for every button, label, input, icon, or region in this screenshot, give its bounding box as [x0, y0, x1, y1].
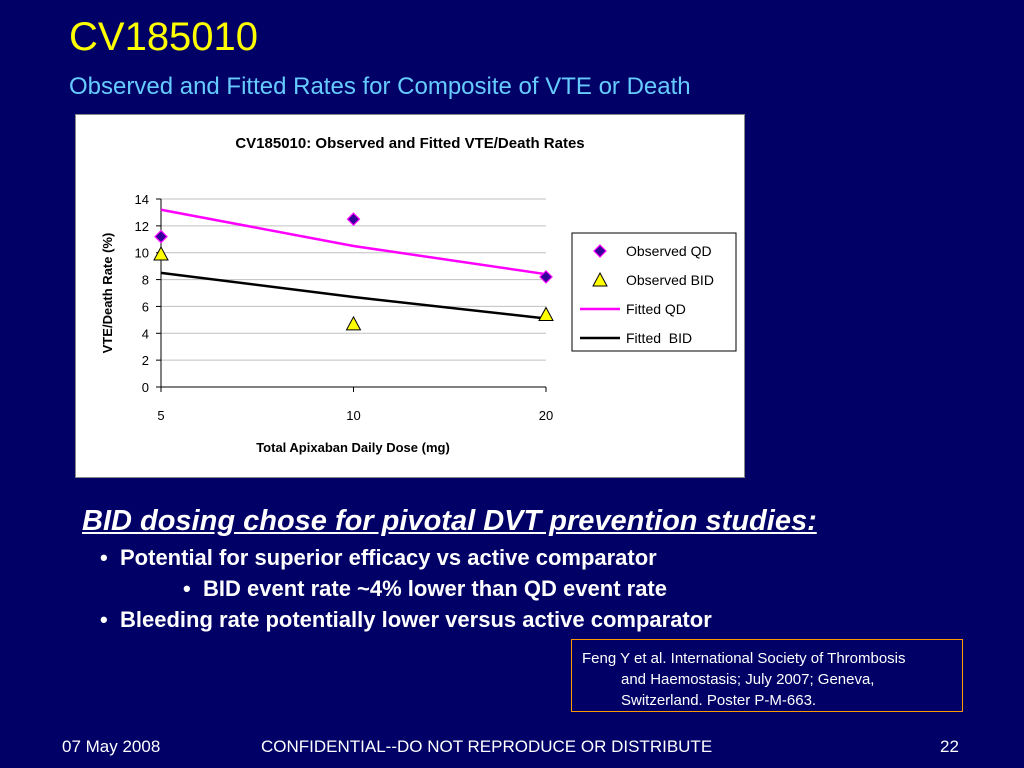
legend-qd-marker	[593, 244, 607, 258]
citation-line: Switzerland. Poster P-M-663.	[621, 692, 817, 709]
legend-label: Fitted QD	[626, 301, 686, 317]
x-tick-label: 5	[157, 408, 164, 423]
citation-line: and Haemostasis; July 2007; Geneva,	[621, 671, 875, 688]
bullet-item: • BID event rate ~4% lower than QD event …	[183, 576, 667, 602]
legend-label: Fitted BID	[626, 330, 692, 346]
y-tick-label: 6	[142, 299, 149, 314]
footer-confidential: CONFIDENTIAL--DO NOT REPRODUCE OR DISTRI…	[261, 737, 713, 756]
y-tick-label: 14	[135, 192, 149, 207]
observed-qd-point	[154, 229, 168, 244]
x-axis-label: Total Apixaban Daily Dose (mg)	[256, 440, 450, 455]
legend-label: Observed BID	[626, 272, 714, 288]
fitted-bid-line	[160, 271, 547, 320]
slide-title: CV185010	[69, 15, 259, 59]
bullet-text: Bleeding rate potentially lower versus a…	[120, 607, 712, 632]
y-tick-label: 12	[135, 219, 149, 234]
x-tick-label: 10	[346, 408, 360, 423]
bullet-text: BID event rate ~4% lower than QD event r…	[203, 576, 667, 601]
x-tick-label: 20	[539, 408, 553, 423]
footer-date: 07 May 2008	[62, 737, 161, 756]
y-axis-label: VTE/Death Rate (%)	[100, 233, 115, 354]
bullet-marker: •	[100, 607, 108, 632]
observed-qd-point	[539, 270, 553, 284]
bullet-text: Potential for superior efficacy vs activ…	[120, 545, 657, 570]
citation-box: Feng Y et al. International Society of T…	[571, 639, 963, 712]
y-tick-label: 8	[142, 273, 149, 288]
chart-panel: CV185010: Observed and Fitted VTE/Death …	[75, 114, 745, 478]
y-tick-label: 2	[142, 353, 149, 368]
legend-label: Observed QD	[626, 243, 712, 259]
legend-bid-marker	[592, 271, 608, 287]
y-tick-label: 4	[142, 326, 149, 341]
bullet-item: • Bleeding rate potentially lower versus …	[100, 607, 712, 633]
observed-qd-point	[346, 212, 361, 226]
fitted-qd-line	[160, 208, 547, 276]
observed-bid-point	[538, 306, 554, 321]
section-heading: BID dosing chose for pivotal DVT prevent…	[82, 505, 817, 537]
footer-page-number: 22	[940, 737, 959, 756]
bullet-item: • Potential for superior efficacy vs acti…	[100, 545, 657, 571]
observed-bid-point	[345, 315, 362, 331]
chart-title: CV185010: Observed and Fitted VTE/Death …	[235, 135, 584, 152]
citation-line: Feng Y et al. International Society of T…	[582, 650, 906, 667]
bullet-marker: •	[100, 545, 108, 570]
y-tick-label: 10	[135, 246, 149, 261]
slide-subtitle: Observed and Fitted Rates for Composite …	[69, 73, 691, 100]
y-tick-label: 0	[142, 380, 149, 395]
chart-svg: CV185010: Observed and Fitted VTE/Death …	[100, 135, 737, 455]
observed-bid-point	[153, 246, 169, 261]
bullet-marker: •	[183, 576, 191, 601]
